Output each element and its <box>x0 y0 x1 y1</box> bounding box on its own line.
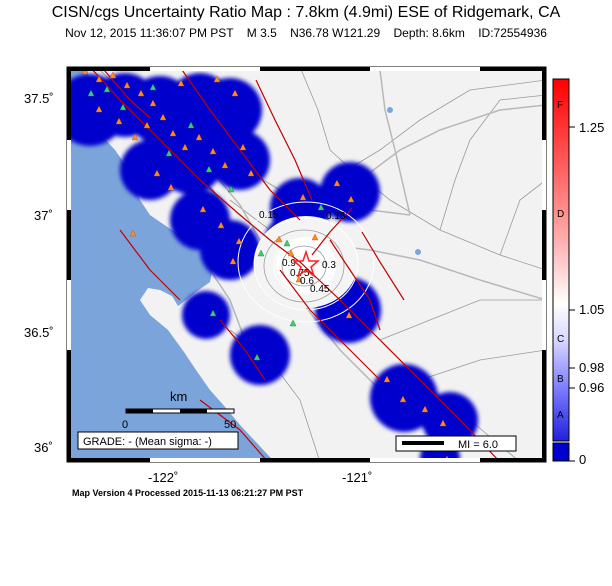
seismic-stations <box>81 67 451 462</box>
scale-start: 0 <box>122 419 128 431</box>
colorbar-value: 0 <box>579 452 587 467</box>
lat-label: 36˚ <box>34 440 53 455</box>
mi-legend-box <box>395 435 517 452</box>
grade-box <box>77 431 239 450</box>
scale-end: 50 <box>224 419 236 431</box>
contour-label: 0.45 <box>310 284 330 295</box>
colorbar-value: 0.96 <box>579 380 605 395</box>
grade-letter: A <box>557 410 564 421</box>
lat-label: 37˚ <box>34 208 53 223</box>
mi-legend-bar <box>402 441 444 445</box>
lat-label: 37.5˚ <box>24 91 54 106</box>
grade-letter: F <box>557 100 564 111</box>
contour-label: 0.9 <box>282 258 296 269</box>
lake <box>387 107 393 113</box>
contour-label: 0.15 <box>259 210 279 221</box>
grade-letter: B <box>557 374 564 385</box>
grade-letter: D <box>557 209 565 220</box>
map-border-ticks <box>67 67 546 462</box>
lon-label: -122˚ <box>148 470 179 485</box>
map-panel: 0.15 0.15 0.3 0.45 0.6 0.75 0.9 km 0 50 … <box>67 67 546 462</box>
event-info: Nov 12, 2015 11:36:07 PM PST M 3.5 N36.7… <box>65 26 547 40</box>
grade-letter: C <box>557 334 565 345</box>
lat-label: 36.5˚ <box>24 325 54 340</box>
colorbar <box>552 78 575 462</box>
colorbar-value: 0.98 <box>579 360 605 375</box>
map-version-footer: Map Version 4 Processed 2015-11-13 06:21… <box>72 488 304 498</box>
contour-label: 0.3 <box>322 260 336 271</box>
strong-motion-stations <box>87 83 325 361</box>
scale-unit: km <box>170 389 187 404</box>
lon-label: -121˚ <box>342 470 373 485</box>
mi-legend-text: MI = 6.0 <box>458 439 498 451</box>
grade-text: GRADE: - (Mean sigma: -) <box>83 436 212 448</box>
colorbar-value: 1.25 <box>579 120 605 135</box>
colorbar-value: 1.05 <box>579 302 605 317</box>
contour-label: 0.15 <box>326 211 346 222</box>
lake <box>415 249 421 255</box>
contour-label: 0.75 <box>290 268 310 279</box>
map-title: CISN/cgs Uncertainty Ratio Map : 7.8km (… <box>51 4 561 21</box>
scale-bar: km 0 50 <box>122 389 236 431</box>
ocean <box>67 67 275 462</box>
epicenter-star-icon <box>291 249 321 279</box>
contour-label: 0.6 <box>300 276 314 287</box>
